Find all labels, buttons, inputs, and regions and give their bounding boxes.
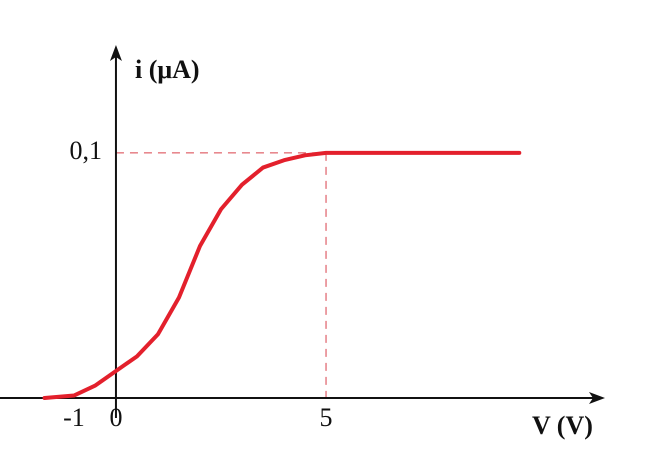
y-tick-label: 0,1 <box>69 136 102 165</box>
y-axis-label: i (μA) <box>135 55 200 84</box>
x-axis-arrow <box>589 392 605 404</box>
x-tick-label: -1 <box>63 403 85 432</box>
x-axis-label: V (V) <box>532 411 593 440</box>
curve <box>42 150 522 400</box>
y-axis-arrow <box>109 45 122 61</box>
x-tick-label: 5 <box>320 403 333 432</box>
